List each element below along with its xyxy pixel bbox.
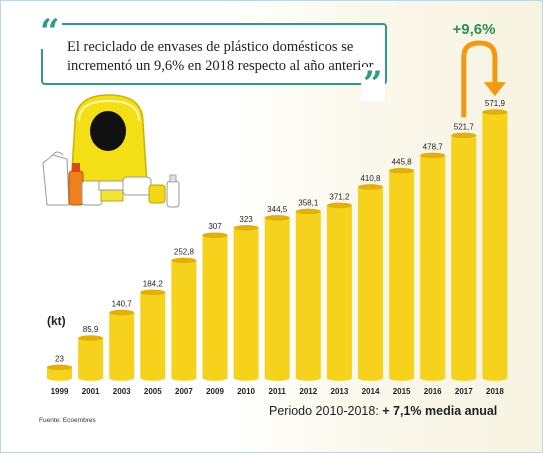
bar-2001 — [78, 335, 104, 381]
period-note: Periodo 2010-2018: + 7,1% media anual — [269, 404, 497, 418]
value-label: 23 — [55, 354, 64, 363]
bar-2017 — [451, 132, 477, 381]
value-label: 323 — [239, 215, 253, 224]
source-note: Fuente: Ecoembres — [39, 417, 96, 424]
headline-text: El reciclado de envases de plástico domé… — [67, 39, 377, 74]
year-label: 2015 — [393, 387, 411, 396]
value-label: 358,1 — [298, 198, 319, 207]
bar-2015 — [389, 167, 415, 381]
bar-2016 — [420, 152, 446, 381]
period-note-prefix: Periodo 2010-2018: — [269, 404, 383, 418]
bar-2009 — [202, 232, 228, 381]
plastic-packaging-icon — [42, 151, 180, 208]
year-label: 1999 — [51, 387, 69, 396]
value-label: 307 — [208, 222, 222, 231]
value-label: 184,2 — [143, 279, 164, 288]
year-label: 2010 — [237, 387, 255, 396]
bar-2011 — [264, 215, 290, 381]
recycling-container-icon — [70, 94, 148, 194]
value-labels: 23 85,9 140,7 184,2 252,8 307 323 344,5 358,1 371… — [55, 99, 505, 363]
year-label: 2007 — [175, 387, 193, 396]
bars — [47, 109, 508, 381]
value-label: 521,7 — [454, 122, 475, 131]
unit-label: (kt) — [47, 314, 66, 328]
headline-box: El reciclado de envases de plástico domé… — [41, 23, 387, 85]
year-label: 2005 — [144, 387, 162, 396]
bar-2013 — [326, 202, 352, 381]
year-label: 2013 — [331, 387, 349, 396]
year-label: 2017 — [455, 387, 473, 396]
year-label: 2016 — [424, 387, 442, 396]
bar-2005 — [140, 289, 166, 381]
year-label: 2009 — [206, 387, 224, 396]
year-labels: 1999 2001 2003 2005 2007 2009 2010 2011 2012 2013… — [51, 387, 505, 396]
recycling-illustration — [42, 94, 180, 208]
year-label: 2012 — [299, 387, 317, 396]
year-label: 2018 — [486, 387, 504, 396]
growth-label: +9,6% — [452, 21, 496, 38]
year-label: 2014 — [362, 387, 380, 396]
year-label: 2011 — [269, 387, 287, 396]
bar-2014 — [358, 184, 383, 381]
period-note-highlight: + 7,1% media anual — [382, 404, 498, 418]
value-label: 410,8 — [360, 174, 381, 183]
value-label: 252,8 — [174, 247, 195, 256]
year-label: 2001 — [82, 387, 100, 396]
value-label: 571,9 — [485, 99, 506, 108]
value-label: 478,7 — [423, 142, 444, 151]
bar-1999 — [47, 364, 72, 381]
growth-arrow-icon — [461, 40, 506, 118]
year-label: 2003 — [113, 387, 131, 396]
value-label: 344,5 — [267, 205, 288, 214]
bar-2007 — [171, 257, 197, 381]
value-label: 445,8 — [392, 158, 413, 167]
bar-2012 — [295, 208, 321, 381]
value-label: 371,2 — [329, 192, 350, 201]
value-label: 140,7 — [112, 300, 133, 309]
quote-close-icon: ” — [361, 64, 385, 104]
bar-2003 — [109, 309, 135, 381]
bar-2010 — [233, 225, 259, 381]
quote-open-icon: “ — [38, 12, 62, 52]
value-label: 85,9 — [83, 325, 99, 334]
bar-2018 — [482, 109, 508, 381]
